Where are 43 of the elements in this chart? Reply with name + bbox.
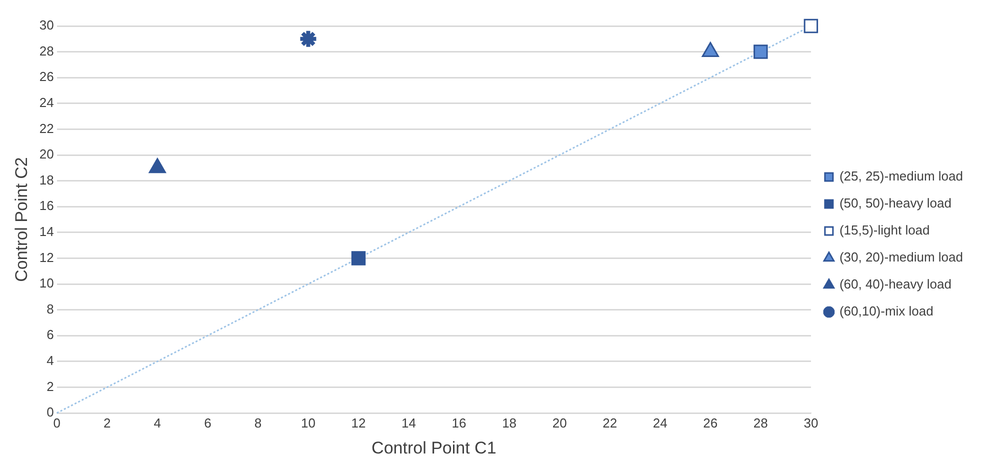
y-tick-label: 10	[39, 276, 54, 291]
x-tick-label: 10	[300, 415, 316, 430]
x-tick-label: 8	[254, 415, 262, 430]
y-tick-label: 0	[46, 404, 54, 420]
legend-label: (60, 40)-heavy load	[839, 276, 952, 292]
point	[351, 251, 366, 266]
legend-label: (50, 50)-heavy load	[839, 196, 952, 211]
y-tick-label: 18	[39, 172, 54, 188]
y-tick-label: 6	[46, 327, 54, 342]
legend-label: (30, 20)-medium load	[839, 250, 964, 265]
y-axis-title: Control Point C2	[12, 157, 31, 282]
y-tick-label: 2	[46, 378, 54, 394]
y-tick-label: 30	[39, 18, 54, 33]
point	[754, 44, 768, 59]
legend-label: (60,10)-mix load	[839, 304, 934, 319]
y-tick-label: 24	[39, 94, 54, 110]
y-tick-label: 12	[39, 250, 54, 265]
x-tick-label: 22	[602, 415, 618, 430]
x-tick-label: 24	[652, 415, 668, 430]
x-axis-title: Control Point C1	[372, 438, 496, 458]
x-tick-label: 16	[452, 415, 466, 430]
x-tick-label: 26	[703, 415, 718, 430]
legend-label: (25, 25)-medium load	[839, 168, 964, 184]
y-tick-label: 28	[39, 43, 54, 58]
x-tick-label: 28	[753, 415, 768, 430]
y-tick-label: 4	[46, 352, 54, 368]
x-tick-label: 6	[204, 415, 212, 430]
point	[804, 18, 818, 34]
x-tick-label: 30	[804, 415, 818, 430]
y-tick-label: 26	[39, 69, 54, 84]
y-tick-label: 14	[39, 224, 54, 239]
x-tick-label: 14	[402, 415, 416, 430]
legend-label: (15,5)-light load	[839, 222, 930, 238]
y-tick-label: 16	[39, 198, 54, 214]
y-tick-label: 22	[39, 120, 54, 136]
x-tick-label: 20	[552, 415, 567, 430]
y-tick-label: 8	[46, 301, 54, 316]
x-tick-label: 2	[104, 415, 111, 430]
x-tick-label: 4	[154, 415, 162, 430]
y-tick-label: 20	[39, 146, 54, 162]
x-tick-label: 18	[502, 415, 517, 430]
x-tick-label: 12	[351, 415, 366, 430]
point	[298, 28, 318, 49]
